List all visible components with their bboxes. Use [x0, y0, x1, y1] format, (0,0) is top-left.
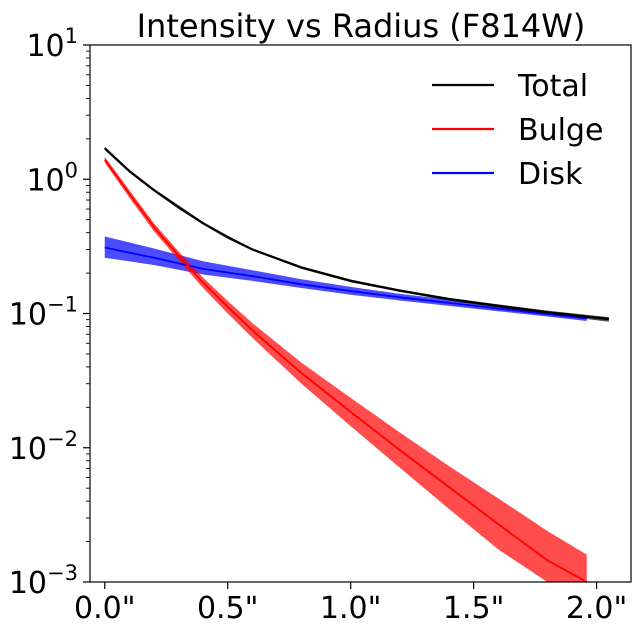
y-tick-label: 10−1	[9, 293, 78, 333]
y-tick-label: 100	[26, 158, 78, 198]
legend: Total Bulge Disk	[432, 69, 603, 192]
x-tick-label: 2.0"	[566, 591, 628, 626]
x-tick-label: 0.5"	[197, 591, 259, 626]
legend-label-bulge: Bulge	[518, 113, 603, 148]
x-tick-label: 0.0"	[74, 591, 136, 626]
y-tick-label: 10−3	[9, 561, 78, 601]
y-tick-label: 101	[26, 24, 78, 64]
legend-label-total: Total	[517, 69, 588, 104]
x-tick-label: 1.0"	[320, 591, 382, 626]
bulge-uncertainty-band	[104, 156, 587, 583]
legend-label-disk: Disk	[518, 157, 583, 192]
y-tick-label: 10−2	[9, 427, 78, 467]
bulge-series-line	[104, 159, 588, 583]
chart-title: Intensity vs Radius (F814W)	[137, 7, 586, 45]
total-series-line	[104, 147, 609, 321]
x-tick-label: 1.5"	[443, 591, 505, 626]
